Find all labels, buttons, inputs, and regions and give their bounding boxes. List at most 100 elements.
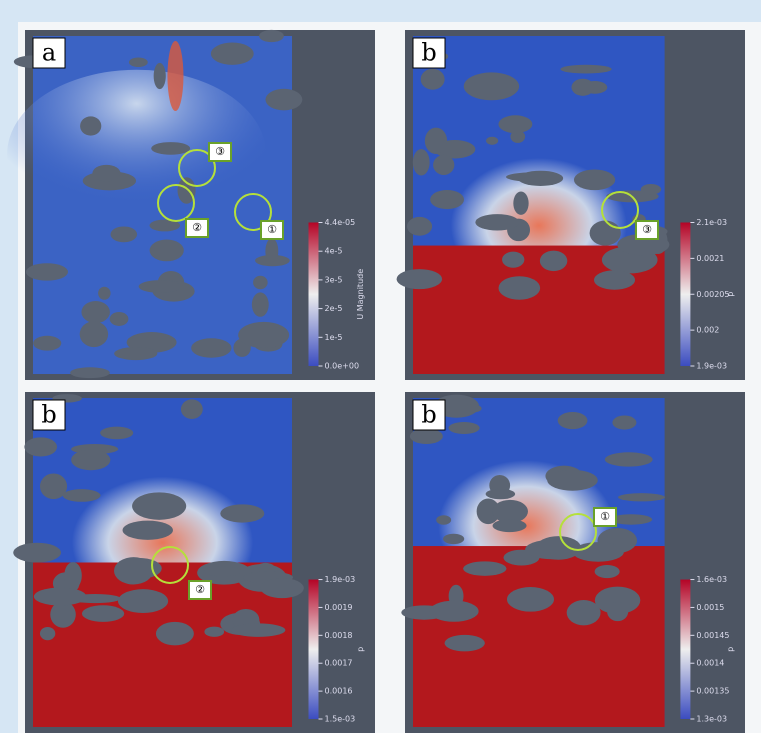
- label-box: [412, 37, 446, 69]
- solid-grain: [610, 514, 653, 525]
- solid-grain: [100, 426, 134, 440]
- solid-grain: [444, 634, 485, 652]
- solid-grain: [110, 226, 138, 243]
- solid-grain: [547, 469, 598, 491]
- solid-grain: [79, 321, 109, 348]
- marker-circle: [157, 184, 195, 222]
- colorbar-tick-label: 0.00205: [696, 290, 729, 299]
- solid-grain: [420, 68, 445, 90]
- solid-grain: [604, 452, 653, 467]
- solid-grain: [210, 42, 254, 65]
- colorbar-tick-label: 2e-5: [325, 304, 343, 313]
- solid-grain: [424, 127, 448, 155]
- solid-grain: [149, 219, 181, 232]
- marker-label: ①: [267, 223, 277, 236]
- colorbar-tick-label: 0.0019: [325, 603, 353, 612]
- solid-grain: [412, 149, 430, 176]
- solid-grain: [81, 605, 125, 622]
- colorbar-tick-label: 0.0015: [696, 603, 724, 612]
- solid-grain: [132, 492, 187, 520]
- marker-box: [188, 580, 212, 600]
- colorbar-tick-label: 1.6e-03: [696, 575, 727, 584]
- solid-grain: [433, 154, 455, 175]
- solid-grain: [70, 367, 110, 379]
- colorbar: [680, 222, 691, 366]
- solid-grain: [109, 311, 129, 326]
- solid-grain: [430, 189, 465, 210]
- solid-grain: [589, 220, 621, 246]
- flow-jet: [7, 69, 267, 239]
- solid-grain: [436, 515, 452, 525]
- solid-grain: [24, 437, 58, 457]
- solid-grain: [612, 415, 637, 430]
- hot-spot: [167, 41, 184, 111]
- solid-grain: [463, 72, 520, 101]
- panel: b 1.6e-03 0.0015 0.00145 0.0014 0.00135 1.3e-0…: [401, 392, 745, 733]
- solid-grain: [506, 587, 554, 612]
- marker-box: [260, 220, 284, 240]
- solid-grain: [594, 564, 620, 579]
- colorbar-title: p: [356, 647, 365, 652]
- water-region: [413, 546, 665, 727]
- solid-grain: [191, 338, 232, 358]
- colorbar-tick-label: 1.5e-03: [325, 715, 356, 724]
- solid-grain: [153, 62, 166, 90]
- solid-grain: [498, 115, 533, 134]
- solid-grain: [492, 499, 528, 523]
- solid-grain: [149, 239, 184, 262]
- solid-grain: [486, 136, 499, 145]
- solid-grain: [33, 587, 87, 606]
- solid-grain: [506, 172, 562, 182]
- panel: b 2.1e-03 0.0021 0.00205 0.002 1.9e-03 p ③: [396, 30, 745, 380]
- solid-grain: [476, 498, 500, 525]
- panel: a 4.4e-05 4e-5 3e-5 2e-5 1e-5 0.0e+00 U Magnitu…: [7, 29, 375, 380]
- solid-grain: [265, 238, 279, 265]
- solid-grain: [557, 411, 588, 430]
- colorbar-tick-label: 1e-5: [325, 333, 343, 342]
- solid-grain: [138, 280, 181, 293]
- solid-grain: [62, 489, 101, 502]
- solid-grain: [33, 335, 62, 351]
- marker-label: ②: [192, 221, 202, 234]
- colorbar-tick-label: 1.9e-03: [325, 575, 356, 584]
- solid-grain: [492, 519, 527, 533]
- marker-circle: [559, 513, 597, 551]
- solid-grain: [253, 275, 268, 290]
- marker-label: ②: [195, 583, 205, 596]
- solid-grain: [203, 566, 243, 577]
- solid-grain: [231, 623, 286, 637]
- solid-grain: [498, 276, 541, 300]
- solid-grain: [396, 269, 443, 290]
- marker-label: ③: [215, 145, 225, 158]
- solid-grain: [571, 78, 595, 96]
- colorbar-tick-label: 0.00145: [696, 631, 729, 640]
- label-box: [32, 399, 66, 431]
- panel-label: b: [41, 401, 56, 429]
- top-band: [0, 0, 761, 20]
- solid-grain: [151, 142, 191, 155]
- solid-grain: [122, 520, 173, 540]
- marker-box: [208, 142, 232, 162]
- solid-grain: [594, 586, 641, 614]
- panel-label: b: [421, 401, 436, 429]
- label-box: [412, 399, 446, 431]
- solid-grain: [617, 493, 666, 502]
- solid-grain: [39, 626, 56, 641]
- solid-grain: [593, 270, 636, 290]
- colorbar-tick-label: 4.4e-05: [325, 218, 356, 227]
- solid-grain: [98, 286, 111, 300]
- solid-grain: [510, 130, 526, 143]
- solid-grain: [251, 292, 269, 317]
- colorbar: [308, 222, 319, 366]
- solid-grain: [640, 184, 662, 195]
- colorbar-title: U Magnitude: [356, 269, 365, 320]
- solid-grain: [114, 347, 158, 361]
- marker-label: ③: [642, 223, 652, 236]
- marker-circle: [601, 191, 639, 229]
- marker-box: [593, 507, 617, 527]
- solid-grain: [13, 542, 61, 563]
- colorbar-tick-label: 0.00135: [696, 687, 729, 696]
- solid-grain: [485, 488, 516, 500]
